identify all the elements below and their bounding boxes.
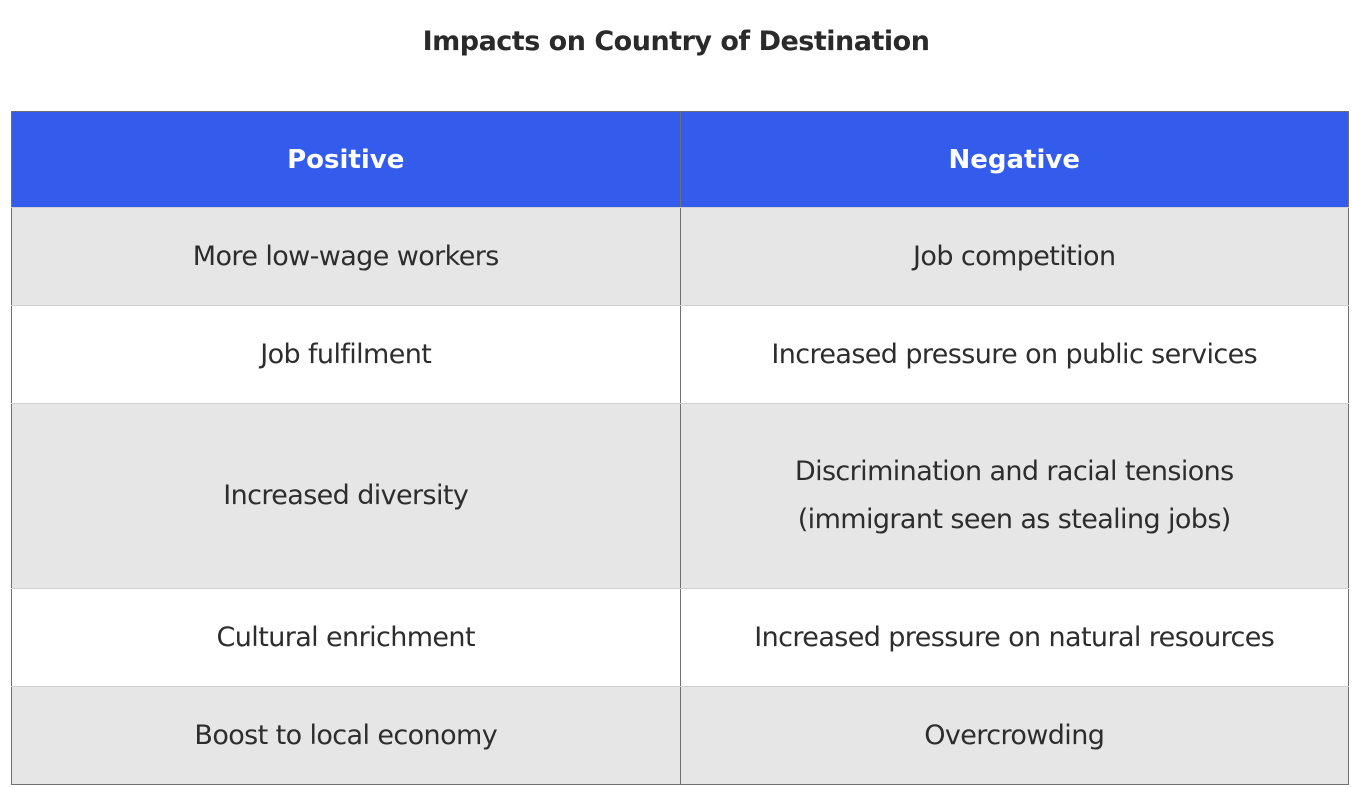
page-title: Impacts on Country of Destination [422, 26, 930, 57]
positive-cell: Boost to local economy [11, 686, 681, 785]
column-header-positive: Positive [11, 111, 681, 208]
negative-cell: Job competition [679, 207, 1349, 306]
column-header-negative: Negative [679, 111, 1349, 208]
negative-cell-line: (immigrant seen as stealing jobs) [797, 504, 1232, 535]
positive-cell: Increased diversity [11, 403, 681, 589]
table-row: Cultural enrichment Increased pressure o… [11, 588, 1349, 687]
table-row: Boost to local economy Overcrowding [11, 686, 1349, 785]
negative-cell-line: Discrimination and racial tensions [794, 456, 1234, 487]
impacts-table: Positive Negative More low-wage workers … [11, 111, 1349, 785]
table-row: Job fulfilment Increased pressure on pub… [11, 305, 1349, 404]
positive-cell: Cultural enrichment [11, 588, 681, 687]
table-header-row: Positive Negative [11, 111, 1349, 208]
table-row: More low-wage workers Job competition [11, 207, 1349, 306]
negative-cell: Discrimination and racial tensions (immi… [679, 403, 1349, 589]
positive-cell: More low-wage workers [11, 207, 681, 306]
negative-cell: Increased pressure on natural resources [679, 588, 1349, 687]
negative-cell: Increased pressure on public services [679, 305, 1349, 404]
negative-cell: Overcrowding [679, 686, 1349, 785]
table-row: Increased diversity Discrimination and r… [11, 403, 1349, 589]
positive-cell: Job fulfilment [11, 305, 681, 404]
